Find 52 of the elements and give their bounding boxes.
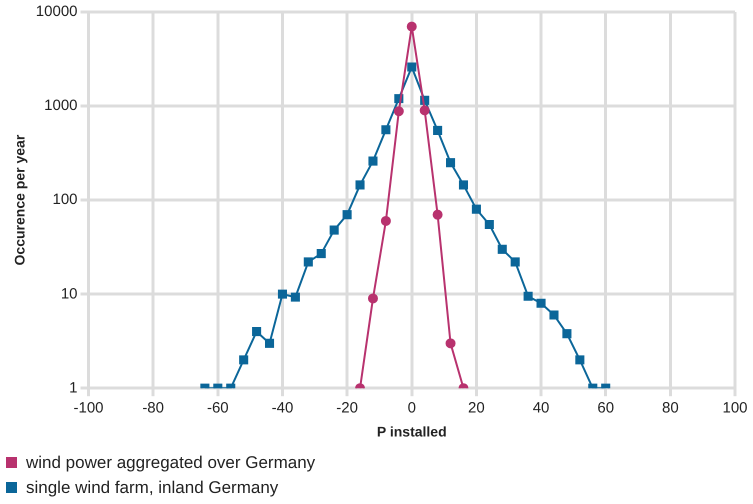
point bbox=[368, 156, 378, 166]
point bbox=[394, 106, 404, 116]
point bbox=[368, 293, 378, 304]
y-tick-label: 1000 bbox=[44, 97, 78, 114]
point bbox=[562, 329, 572, 338]
point bbox=[484, 220, 494, 230]
x-tick-label: 0 bbox=[408, 399, 416, 416]
y-tick-label: 10 bbox=[60, 285, 78, 302]
x-tick-label: 60 bbox=[597, 399, 614, 416]
legend-label: wind power aggregated over Germany bbox=[26, 452, 316, 472]
point bbox=[304, 257, 313, 266]
point bbox=[420, 105, 430, 116]
point bbox=[575, 355, 584, 364]
point bbox=[446, 338, 456, 348]
point bbox=[433, 126, 442, 136]
y-tick-label: 1 bbox=[69, 379, 78, 396]
point bbox=[549, 310, 559, 320]
point bbox=[330, 226, 339, 235]
x-tick-label: 80 bbox=[662, 399, 679, 416]
y-tick-label: 100 bbox=[52, 191, 78, 208]
point bbox=[342, 210, 352, 220]
point bbox=[446, 158, 456, 168]
point bbox=[524, 292, 533, 301]
x-tick-label: -100 bbox=[73, 399, 104, 416]
point bbox=[239, 355, 248, 364]
x-tick-label: 100 bbox=[722, 399, 748, 416]
point bbox=[356, 180, 365, 190]
point bbox=[498, 244, 507, 254]
point bbox=[407, 62, 416, 72]
point bbox=[458, 180, 468, 190]
x-tick-label: -20 bbox=[336, 399, 358, 416]
point bbox=[278, 290, 287, 299]
point bbox=[536, 298, 546, 308]
point bbox=[510, 257, 520, 266]
x-tick-label: -40 bbox=[272, 399, 294, 416]
point bbox=[316, 249, 326, 258]
point bbox=[432, 210, 443, 220]
x-tick-label: -60 bbox=[206, 399, 229, 416]
point bbox=[380, 216, 391, 226]
x-tick-label: 40 bbox=[532, 399, 550, 416]
point bbox=[381, 125, 390, 134]
point bbox=[472, 204, 481, 214]
x-tick-label: -80 bbox=[142, 399, 164, 416]
point bbox=[290, 292, 300, 302]
point bbox=[264, 338, 274, 348]
x-tick-label: 20 bbox=[468, 399, 485, 416]
y-tick-label: 10000 bbox=[36, 3, 78, 20]
point bbox=[406, 22, 417, 32]
legend-label: single wind farm, inland Germany bbox=[26, 478, 278, 498]
y-axis-title: Occurence per year bbox=[11, 134, 28, 266]
x-axis-title: P installed bbox=[376, 423, 447, 440]
point bbox=[252, 327, 262, 336]
